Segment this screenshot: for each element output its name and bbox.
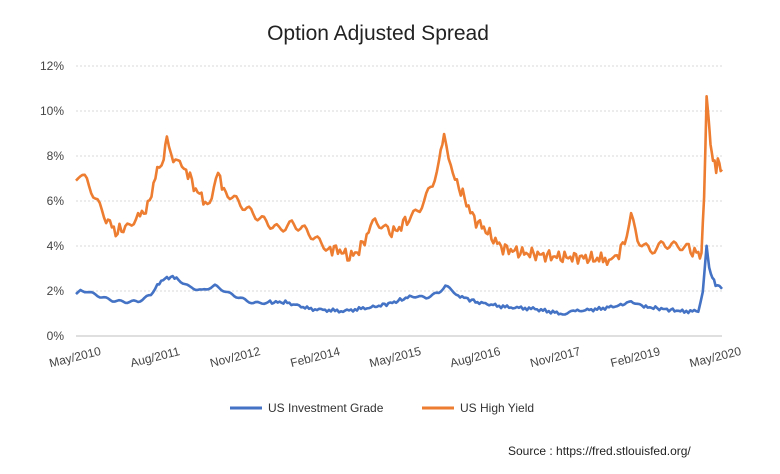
y-tick-label: 2% [47,284,65,298]
x-tick-label: Feb/2014 [289,344,342,370]
y-tick-label: 12% [40,59,64,73]
x-tick-label: Nov/2017 [529,344,583,370]
legend-label-investment-grade: US Investment Grade [268,401,384,415]
x-tick-label: Nov/2012 [208,344,262,370]
legend-label-high-yield: US High Yield [460,401,534,415]
grid-lines [76,65,722,337]
y-axis: 0% 2% 4% 6% 8% 10% 12% [40,59,64,343]
x-tick-label: Aug/2016 [449,344,503,370]
x-tick-label: May/2015 [368,344,423,370]
x-axis: May/2010 Aug/2011 Nov/2012 Feb/2014 May/2015… [48,344,743,370]
y-tick-label: 8% [47,149,65,163]
y-tick-label: 4% [47,239,65,253]
x-tick-label: May/2010 [48,344,103,370]
y-tick-label: 6% [47,194,65,208]
series-line-high-yield [75,95,724,267]
x-tick-label: Aug/2011 [129,344,182,370]
series-lines [75,95,724,316]
y-tick-label: 10% [40,104,64,118]
x-tick-label: May/2020 [688,344,743,370]
legend: US Investment Grade US High Yield [230,401,534,415]
series-line-investment-grade [75,244,723,316]
chart-title: Option Adjusted Spread [267,22,489,45]
y-tick-label: 0% [47,329,65,343]
x-tick-label: Feb/2019 [609,344,662,370]
source-note: Source : https://fred.stlouisfed.org/ [508,444,691,458]
